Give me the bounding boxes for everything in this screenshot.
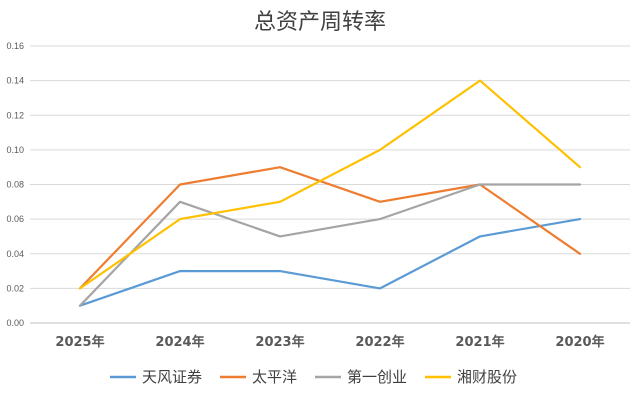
series-line-3 <box>78 79 582 290</box>
y-tick-label: 0.06 <box>6 214 24 224</box>
chart-title: 总资产周转率 <box>253 10 386 35</box>
legend-label: 第一创业 <box>347 368 407 386</box>
series-line-0 <box>78 218 582 307</box>
legend-label: 天风证券 <box>142 368 202 386</box>
y-tick-label: 0.02 <box>6 283 24 293</box>
x-tick-label: 2024年 <box>155 334 204 350</box>
x-tick-label: 2025年 <box>55 334 104 350</box>
legend-label: 湘财股份 <box>457 368 517 386</box>
x-tick-label: 2021年 <box>455 334 504 350</box>
x-tick-label: 2022年 <box>355 334 404 350</box>
y-tick-label: 0.08 <box>6 180 24 190</box>
y-axis-ticks: 0.00 0.02 0.04 0.06 0.08 0.10 0.12 0.14 0.16 <box>6 41 24 328</box>
y-tick-label: 0.12 <box>6 110 24 120</box>
legend-label: 太平洋 <box>252 368 297 386</box>
series-line-1 <box>78 166 582 290</box>
y-tick-label: 0.04 <box>6 249 24 259</box>
x-axis-ticks: 2025年 2024年 2023年 2022年 2021年 2020年 <box>55 334 604 350</box>
y-tick-label: 0.10 <box>6 145 24 155</box>
x-tick-label: 2023年 <box>255 334 304 350</box>
y-tick-label: 0.14 <box>6 76 24 86</box>
y-tick-label: 0.00 <box>6 318 24 328</box>
legend: 天风证券 太平洋 第一创业 湘财股份 <box>110 368 517 386</box>
series-lines <box>78 79 582 307</box>
series-line-2 <box>78 183 582 307</box>
x-tick-label: 2020年 <box>555 334 604 350</box>
y-tick-label: 0.16 <box>6 41 24 51</box>
